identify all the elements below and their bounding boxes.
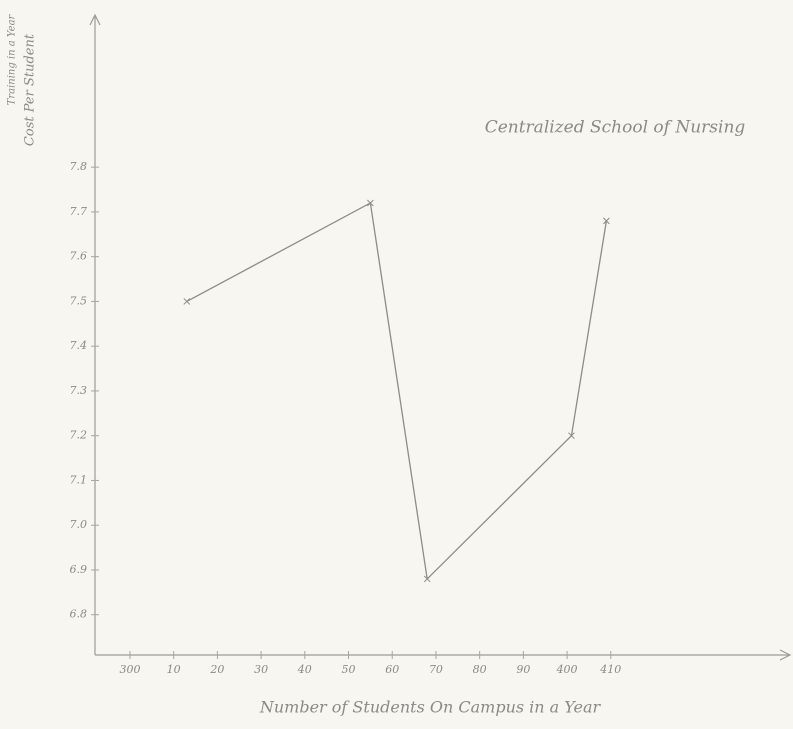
x-tick-label: 90 [516,663,530,676]
x-tick-label: 40 [297,663,312,676]
x-axis-label: Number of Students On Campus in a Year [259,698,602,717]
x-tick-label: 50 [342,663,356,676]
y-tick-label: 7.2 [70,429,88,442]
y-tick-label: 6.8 [70,608,88,621]
y-tick-label: 6.9 [70,563,88,576]
x-tick-label: 400 [556,663,578,676]
x-tick-label: 60 [385,663,399,676]
y-tick-label: 7.3 [70,384,88,397]
y-axis [89,13,101,655]
y-tick-label: 7.6 [70,250,88,263]
y-tick-label: 7.0 [70,518,88,531]
x-tick-label: 70 [429,663,443,676]
data-point [603,217,610,225]
x-axis [95,649,792,661]
x-tick-label: 10 [167,663,181,676]
data-point [183,298,191,305]
x-tick-label: 30 [254,663,268,676]
y-tick-label: 7.1 [70,473,88,486]
x-tick-label: 20 [209,663,224,676]
y-tick-label: 7.8 [70,160,88,173]
x-tick-label: 410 [599,663,621,676]
y-axis-label: Cost Per Student [23,33,38,146]
y-tick-label: 7.4 [70,339,88,352]
data-point [423,575,431,583]
x-tick-label: 80 [473,663,487,676]
data-point [568,432,575,440]
y-tick-label: 7.5 [70,294,88,307]
data-point [367,199,374,207]
data-line [186,201,608,581]
x-tick-label: 300 [119,663,140,676]
y-tick-label: 7.7 [70,205,88,218]
chart-title: Centralized School of Nursing [485,118,746,138]
y-axis-label: Training in a Year [7,13,18,105]
